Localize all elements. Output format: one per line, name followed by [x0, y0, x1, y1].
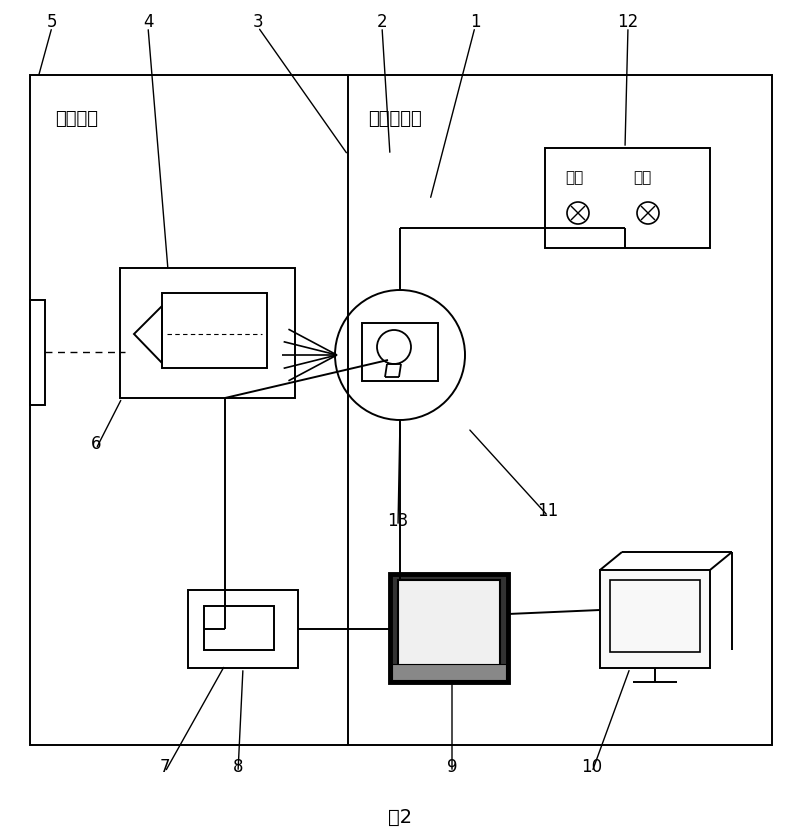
Text: 8: 8: [233, 758, 243, 776]
Bar: [188, 590, 298, 668]
Bar: [162, 293, 267, 368]
Text: 13: 13: [387, 512, 409, 530]
Text: 3: 3: [253, 13, 263, 31]
Bar: [392, 664, 506, 680]
Bar: [30, 300, 45, 405]
Text: 10: 10: [582, 758, 602, 776]
Bar: [398, 580, 500, 666]
Text: 4: 4: [142, 13, 154, 31]
Text: 11: 11: [538, 502, 558, 520]
Bar: [362, 323, 438, 381]
Text: 【暗室】: 【暗室】: [55, 110, 98, 128]
Text: 电压: 电压: [565, 170, 583, 185]
Text: 【工作间】: 【工作间】: [368, 110, 422, 128]
Text: 6: 6: [90, 435, 102, 453]
Bar: [120, 268, 295, 398]
Text: 7: 7: [160, 758, 170, 776]
Text: 1: 1: [470, 13, 480, 31]
Bar: [610, 580, 700, 652]
Bar: [30, 75, 772, 745]
Text: 12: 12: [618, 13, 638, 31]
Bar: [390, 574, 508, 682]
Bar: [600, 570, 710, 668]
Text: 电流: 电流: [633, 170, 651, 185]
Text: 5: 5: [46, 13, 58, 31]
Text: 9: 9: [446, 758, 458, 776]
Bar: [545, 148, 710, 248]
Text: 图2: 图2: [388, 808, 412, 827]
Bar: [204, 606, 274, 650]
Text: 2: 2: [377, 13, 387, 31]
